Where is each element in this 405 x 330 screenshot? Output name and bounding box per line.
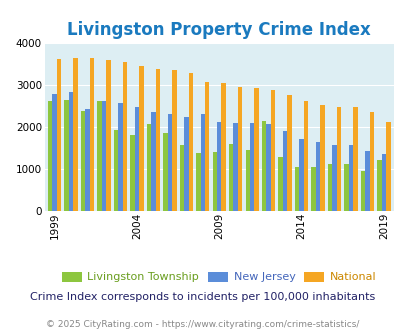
Bar — [287, 95, 291, 211]
Bar — [113, 130, 118, 211]
Bar — [85, 109, 90, 211]
Bar — [315, 142, 320, 211]
Bar — [282, 131, 287, 211]
Bar — [249, 123, 254, 211]
Bar — [172, 70, 176, 211]
Bar — [385, 122, 390, 211]
Bar — [183, 117, 188, 211]
Bar — [118, 104, 122, 211]
Bar — [360, 171, 364, 211]
Bar — [381, 154, 385, 211]
Bar — [352, 107, 357, 211]
Bar — [68, 92, 73, 211]
Bar — [146, 124, 151, 211]
Bar — [179, 145, 183, 211]
Bar — [205, 82, 209, 211]
Bar — [294, 167, 298, 211]
Bar — [57, 59, 61, 211]
Bar — [261, 121, 266, 211]
Bar — [52, 94, 57, 211]
Bar — [48, 101, 52, 211]
Bar — [348, 145, 352, 211]
Bar — [102, 101, 106, 211]
Title: Livingston Property Crime Index: Livingston Property Crime Index — [67, 20, 370, 39]
Bar — [90, 58, 94, 211]
Bar — [228, 144, 233, 211]
Bar — [122, 62, 127, 211]
Bar — [73, 58, 77, 211]
Bar — [320, 105, 324, 211]
Bar — [303, 101, 307, 211]
Bar — [245, 150, 249, 211]
Bar — [327, 164, 331, 211]
Text: © 2025 CityRating.com - https://www.cityrating.com/crime-statistics/: © 2025 CityRating.com - https://www.city… — [46, 320, 359, 329]
Bar — [278, 156, 282, 211]
Bar — [266, 124, 270, 211]
Bar — [376, 160, 381, 211]
Text: Crime Index corresponds to incidents per 100,000 inhabitants: Crime Index corresponds to incidents per… — [30, 292, 375, 302]
Bar — [64, 100, 68, 211]
Bar — [311, 167, 315, 211]
Bar — [106, 60, 110, 211]
Legend: Livingston Township, New Jersey, National: Livingston Township, New Jersey, Nationa… — [57, 267, 380, 287]
Bar — [364, 151, 369, 211]
Bar — [369, 112, 373, 211]
Bar — [163, 133, 167, 211]
Bar — [97, 101, 102, 211]
Bar — [200, 114, 205, 211]
Bar — [343, 164, 348, 211]
Bar — [151, 112, 155, 211]
Bar — [134, 107, 139, 211]
Bar — [233, 123, 237, 211]
Bar — [298, 139, 303, 211]
Bar — [270, 90, 275, 211]
Bar — [139, 66, 143, 211]
Bar — [212, 152, 217, 211]
Bar — [188, 73, 192, 211]
Bar — [254, 88, 258, 211]
Bar — [81, 111, 85, 211]
Bar — [217, 122, 221, 211]
Bar — [196, 153, 200, 211]
Bar — [221, 83, 225, 211]
Bar — [237, 87, 242, 211]
Bar — [336, 107, 340, 211]
Bar — [167, 114, 172, 211]
Bar — [130, 135, 134, 211]
Bar — [331, 145, 336, 211]
Bar — [155, 69, 160, 211]
